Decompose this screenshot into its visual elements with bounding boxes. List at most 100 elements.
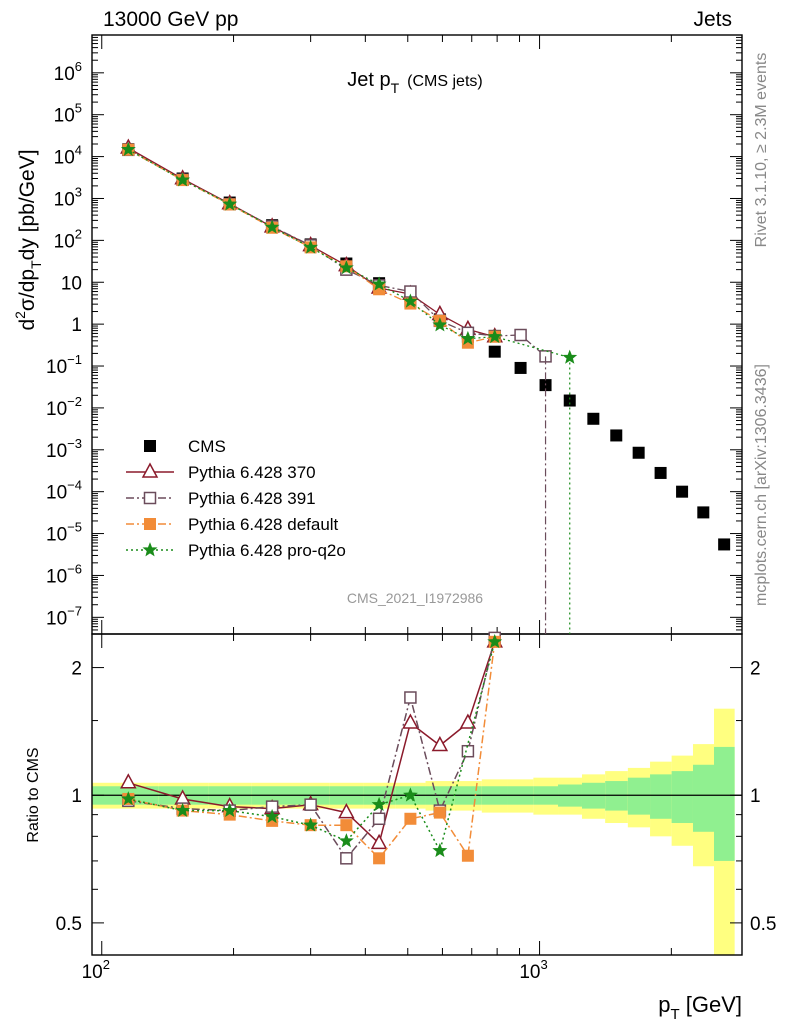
ratio-point bbox=[404, 691, 417, 704]
x-label-part: p bbox=[658, 992, 670, 1017]
y-tick-label-base: 10 bbox=[46, 608, 67, 629]
ratio-point bbox=[338, 833, 354, 848]
y-label-sup: 2 bbox=[12, 311, 28, 319]
y-tick-label: 1 bbox=[71, 315, 82, 336]
ratio-point bbox=[371, 796, 387, 811]
data-point bbox=[562, 349, 578, 364]
chart-title: Jet pT (CMS jets) bbox=[347, 69, 482, 96]
y-tick-label-base: 10 bbox=[61, 273, 82, 294]
data-point bbox=[120, 141, 136, 156]
data-point bbox=[632, 446, 645, 459]
data-point bbox=[175, 172, 191, 187]
y-tick-label-base: 10 bbox=[46, 441, 67, 462]
ratio-point bbox=[372, 812, 386, 826]
x-tick-label-exp: 3 bbox=[541, 957, 548, 972]
data-point bbox=[718, 538, 731, 551]
y-tick-label: 10 bbox=[61, 273, 82, 294]
ratio-series bbox=[120, 631, 503, 865]
y-tick-label-exp: −2 bbox=[67, 394, 82, 409]
y-tick-label-exp: −5 bbox=[67, 520, 82, 535]
uncertainty-bands bbox=[92, 708, 742, 955]
y-label-sub: T bbox=[28, 260, 44, 269]
y-tick-label-exp: −3 bbox=[67, 436, 82, 451]
ratio-point bbox=[222, 802, 238, 817]
y-tick-label: 10−6 bbox=[46, 561, 82, 587]
x-tick-label-base: 10 bbox=[82, 962, 103, 983]
ratio-y-tick-label: 2 bbox=[750, 659, 761, 680]
ratio-point bbox=[338, 803, 355, 819]
y-tick-label-base: 10 bbox=[54, 64, 75, 85]
y-tick-label-base: 1 bbox=[71, 315, 82, 336]
x-tick-label-exp: 2 bbox=[103, 957, 110, 972]
ratio-point bbox=[404, 812, 417, 825]
data-point bbox=[303, 239, 319, 254]
ratio-point bbox=[264, 808, 280, 824]
chart-title-main: Jet p bbox=[347, 69, 390, 91]
data-point bbox=[488, 345, 501, 358]
series-line bbox=[127, 149, 546, 357]
legend: CMS Pythia 6.428 370 Pythia 6.428 391 Pythi… bbox=[126, 437, 346, 560]
data-point bbox=[403, 293, 418, 308]
side-label-top: Rivet 3.1.10, ≥ 2.3M events bbox=[753, 53, 770, 248]
data-point bbox=[697, 506, 710, 519]
ratio-point bbox=[461, 744, 475, 758]
chart-title-suffix: (CMS jets) bbox=[407, 73, 483, 90]
legend-marker bbox=[142, 542, 158, 557]
data-point bbox=[264, 219, 280, 234]
legend-label: Pythia 6.428 default bbox=[188, 515, 339, 534]
ratio-point bbox=[340, 852, 353, 865]
y-tick-label-base: 10 bbox=[54, 231, 75, 252]
y-tick-label-base: 10 bbox=[46, 483, 67, 504]
y-tick-label-base: 10 bbox=[46, 525, 67, 546]
legend-marker bbox=[144, 440, 156, 452]
y-tick-label-base: 10 bbox=[46, 399, 67, 420]
ratio-point bbox=[433, 806, 446, 819]
ratio-y-tick-label: 1 bbox=[750, 786, 761, 807]
x-tick-label: 103 bbox=[519, 957, 547, 983]
y-tick-label-exp: −7 bbox=[67, 603, 82, 618]
legend-marker bbox=[143, 491, 157, 505]
data-point bbox=[514, 328, 527, 342]
y-tick-label: 10−7 bbox=[46, 603, 82, 629]
data-point bbox=[587, 412, 600, 425]
x-axis-label: pT [GeV] bbox=[658, 992, 742, 1023]
band-inner bbox=[692, 764, 715, 832]
data-point bbox=[338, 260, 354, 275]
y-tick-label-base: 10 bbox=[54, 106, 75, 127]
header-right: Jets bbox=[693, 8, 732, 31]
chart-title-sub: T bbox=[391, 80, 400, 96]
band-inner bbox=[627, 777, 651, 815]
y-tick-label-exp: −1 bbox=[67, 352, 82, 367]
band-inner bbox=[650, 774, 672, 819]
y-tick-label-base: 10 bbox=[46, 566, 67, 587]
y-label-part: σ/dp bbox=[16, 269, 39, 311]
plot-frames bbox=[91, 34, 743, 956]
band-inner bbox=[671, 771, 693, 824]
data-point bbox=[610, 429, 623, 442]
ratio-point bbox=[373, 852, 386, 865]
y-tick-label-base: 10 bbox=[54, 189, 75, 210]
data-point bbox=[487, 328, 503, 344]
ratio-point bbox=[304, 798, 317, 811]
x-label-part: [GeV] bbox=[680, 992, 742, 1017]
y-tick-label: 104 bbox=[54, 143, 82, 169]
y-label-part: dy [pb/GeV] bbox=[16, 149, 39, 260]
y-tick-label: 10−5 bbox=[46, 520, 82, 546]
x-tick-label: 102 bbox=[82, 957, 110, 983]
y-tick-label: 10−3 bbox=[46, 436, 82, 462]
ratio-point bbox=[403, 787, 418, 802]
x-label-sub: T bbox=[670, 1006, 679, 1023]
ratio-point bbox=[459, 713, 477, 729]
ratio-point bbox=[370, 833, 388, 850]
legend-marker bbox=[144, 518, 156, 530]
y-tick-label-exp: −4 bbox=[67, 478, 82, 493]
main-series bbox=[120, 138, 731, 634]
data-point bbox=[460, 330, 476, 345]
y-tick-label: 102 bbox=[54, 226, 82, 252]
side-label-bottom: mcplots.cern.ch [arXiv:1306.3436] bbox=[753, 364, 770, 606]
y-tick-label-base: 10 bbox=[46, 357, 67, 378]
data-point bbox=[563, 394, 576, 407]
ratio-point bbox=[120, 773, 137, 789]
data-point bbox=[676, 485, 689, 498]
